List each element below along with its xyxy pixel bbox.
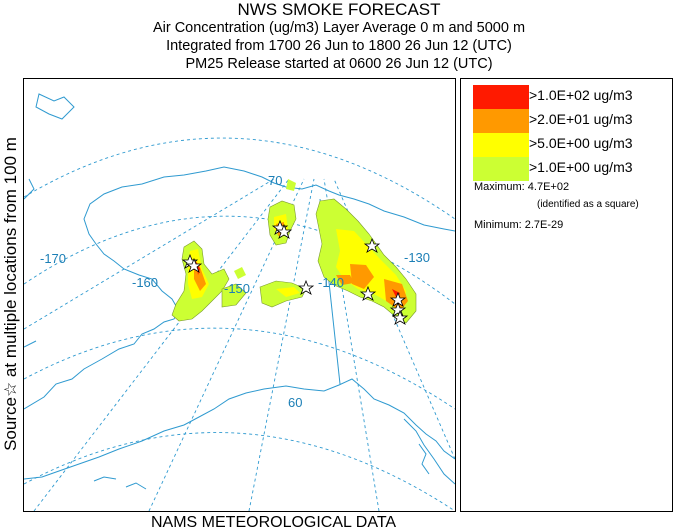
parallel-75: [24, 137, 455, 220]
plume-east: [315, 198, 417, 324]
source-star-icon: [275, 223, 293, 239]
source-star-icon: [363, 237, 381, 253]
met-data-footer: NAMS METEOROLOGICAL DATA: [151, 514, 397, 531]
western-alaska-coast: [24, 166, 287, 410]
siberia-coast: [24, 178, 35, 200]
parallel-65: [24, 327, 455, 410]
lon-label-170: -170: [40, 251, 66, 266]
coastlines: [24, 93, 455, 490]
panhandle-coast: [403, 418, 455, 485]
concentration-subtitle: Air Concentration (ug/m3) Layer Average …: [152, 20, 526, 36]
forecast-title: NWS SMOKE FORECAST: [237, 0, 441, 19]
meridian-130: [323, 178, 380, 511]
plume-west-fringe: [221, 267, 307, 308]
meridian-160: [148, 178, 305, 511]
lon-label-160: -160: [132, 275, 158, 290]
source-star-icon: [297, 279, 315, 295]
source-star-icon: [389, 301, 407, 317]
plume-west: [171, 240, 230, 322]
lon-label-130: -130: [404, 250, 430, 265]
release-info: PM25 Release started at 0600 26 Jun 12 (…: [185, 56, 493, 72]
legend-label-level1: >1.0E+02 ug/m3: [529, 87, 633, 103]
lon-label-150: -150: [224, 281, 250, 296]
legend-item-level3: >5.0E+00 ug/m3: [473, 133, 668, 157]
legend-label-level3: >5.0E+00 ug/m3: [529, 135, 633, 151]
arctic-coast: [285, 184, 455, 232]
aleutian-island-2: [125, 482, 147, 490]
source-star-icon: [185, 257, 203, 273]
integration-period: Integrated from 1700 26 Jun to 1800 26 J…: [166, 38, 512, 54]
chukotka-coast: [35, 93, 75, 120]
parallel-60: [24, 432, 455, 511]
lat-label-60: 60: [288, 395, 302, 410]
southern-coast: [24, 378, 455, 480]
source-star-icon: [391, 309, 409, 325]
meridian-170: [33, 178, 290, 511]
legend-panel: >1.0E+02 ug/m3 >2.0E+01 ug/m3 >5.0E+00 u…: [460, 78, 673, 512]
source-star-icon: [359, 285, 377, 301]
smoke-map[interactable]: -170 -160 -150 -140 -130 70 60: [24, 79, 455, 511]
legend-label-level2: >2.0E+01 ug/m3: [529, 111, 633, 127]
legend-swatch-level1: [473, 85, 529, 109]
source-side-label: Source☆ at multiple locations from 100 m: [1, 137, 20, 451]
legend-swatch-level2: [473, 109, 529, 133]
legend-item-level2: >2.0E+01 ug/m3: [473, 109, 668, 133]
fire-sources: [181, 219, 409, 325]
legend-label-level4: >1.0E+00 ug/m3: [529, 159, 633, 175]
legend-maximum-note: (identified as a square): [537, 199, 639, 210]
legend-maximum: Maximum: 4.7E+02: [474, 181, 570, 193]
graticule: [24, 137, 455, 511]
meridian-180: [24, 178, 275, 330]
legend-swatch-level3: [473, 133, 529, 157]
source-side-label-container: Source☆ at multiple locations from 100 m: [0, 78, 22, 510]
legend-item-level1: >1.0E+02 ug/m3: [473, 85, 668, 109]
aleutian-island-1: [93, 476, 117, 482]
map-panel[interactable]: -170 -160 -150 -140 -130 70 60: [23, 78, 456, 512]
lon-label-140: -140: [318, 275, 344, 290]
st-lawrence-island: [24, 340, 37, 348]
parallel-70: [24, 215, 455, 305]
meridian-150: [248, 178, 315, 511]
lat-label-70: 70: [268, 173, 282, 188]
legend-minimum: Minimum: 2.7E-29: [474, 219, 564, 231]
legend-swatch-level4: [473, 157, 529, 181]
legend-item-level4: >1.0E+00 ug/m3: [473, 157, 668, 181]
panhandle-islands: [418, 443, 430, 475]
